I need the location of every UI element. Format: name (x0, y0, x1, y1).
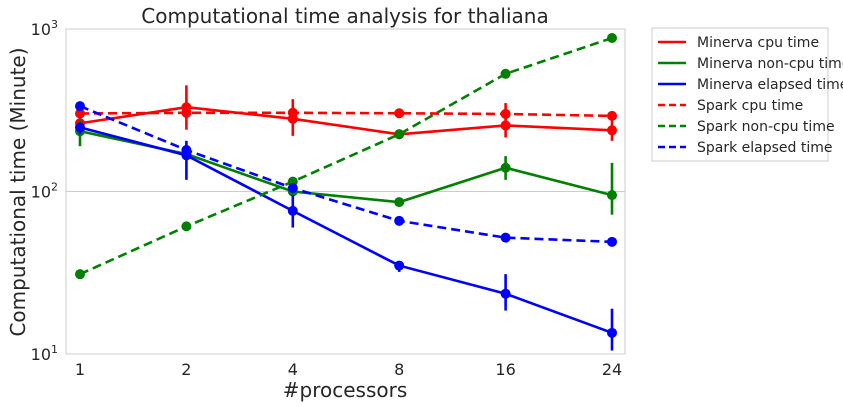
chart-title: Computational time analysis for thaliana (141, 4, 548, 28)
data-point (500, 232, 511, 243)
legend-label: Spark cpu time (697, 98, 803, 114)
data-point (75, 108, 85, 119)
data-point (181, 145, 192, 156)
x-axis-label: #processors (283, 378, 408, 402)
legend-label: Minerva cpu time (697, 35, 819, 51)
y-axis-label: Computational time (Minute) (6, 47, 30, 336)
data-point (75, 122, 85, 133)
series-line (79, 126, 613, 335)
data-point (75, 269, 85, 280)
data-point (607, 236, 617, 247)
data-point (500, 120, 511, 131)
series-layer (75, 33, 617, 351)
legend-items: Minerva cpu time Minerva non-cpu time Mine… (658, 35, 843, 156)
legend-box (651, 27, 829, 162)
data-point (287, 183, 298, 194)
x-tick-label: 24 (602, 360, 622, 379)
x-tick-label: 1 (75, 360, 85, 379)
series-spark-elapsed-time (75, 101, 617, 247)
data-point (75, 101, 85, 112)
data-point (500, 68, 511, 79)
data-point (500, 162, 511, 173)
y-tick-label: 101 (31, 343, 58, 364)
data-point (607, 327, 617, 338)
data-point (607, 110, 617, 121)
legend-label: Minerva elapsed time (697, 77, 843, 93)
data-point (500, 288, 511, 299)
x-tick-label: 8 (394, 360, 404, 379)
data-point (181, 221, 192, 232)
legend: Minerva cpu time Minerva non-cpu time Mine… (651, 27, 843, 162)
x-tick-label: 4 (288, 360, 298, 379)
series-spark-cpu-time (75, 107, 617, 121)
data-point (607, 190, 617, 201)
legend-label: Spark non-cpu time (697, 119, 835, 135)
legend-label: Minerva non-cpu time (697, 56, 843, 72)
data-point (181, 107, 192, 118)
series-line (79, 111, 613, 118)
y-tick-labels: 101 102 103 (31, 18, 58, 364)
data-point (287, 205, 298, 216)
data-point (394, 197, 405, 208)
data-point (607, 125, 617, 136)
data-point (394, 129, 405, 140)
series-line (79, 104, 613, 244)
x-tick-label: 2 (181, 360, 191, 379)
data-point (287, 107, 298, 118)
data-point (394, 260, 405, 271)
data-point (394, 215, 405, 226)
series-line (79, 105, 613, 136)
data-point (607, 33, 617, 44)
legend-label: Spark elapsed time (697, 140, 833, 156)
y-tick-label: 102 (31, 181, 58, 202)
x-tick-label: 16 (495, 360, 515, 379)
x-tick-labels: 1 2 4 8 16 24 (75, 360, 622, 379)
y-tick-label: 103 (31, 18, 58, 39)
data-point (394, 108, 405, 119)
grid-lines (66, 28, 625, 355)
series-spark-non-cpu-time (75, 33, 617, 280)
data-point (500, 108, 511, 119)
